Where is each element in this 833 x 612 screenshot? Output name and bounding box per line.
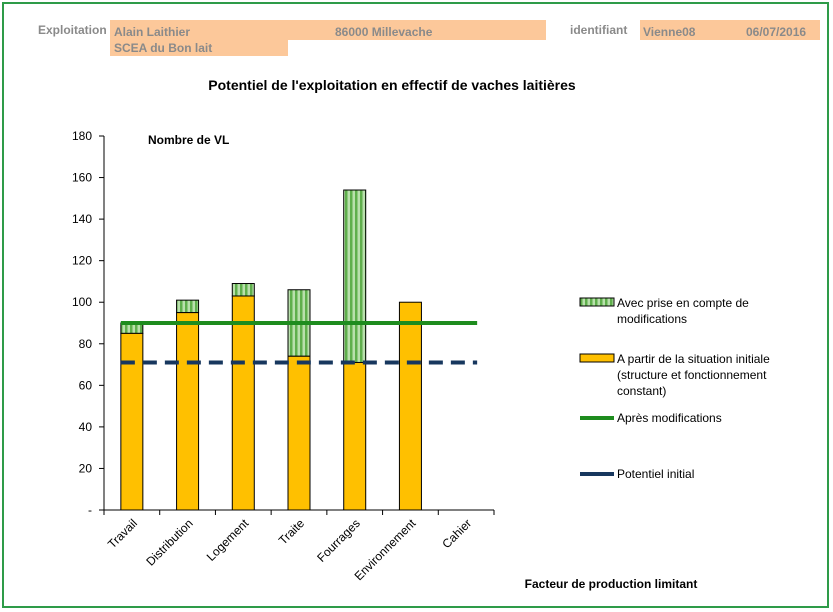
y-tick-label: 60 bbox=[79, 378, 93, 392]
y-axis-label: Nombre de VL bbox=[148, 133, 229, 147]
bar-modifications bbox=[343, 189, 367, 363]
farmer-name: Alain Laithier bbox=[114, 25, 191, 39]
legend-swatch-initial bbox=[579, 353, 615, 363]
header-date: 06/07/2016 bbox=[746, 25, 807, 39]
y-tick-label: 40 bbox=[79, 420, 93, 434]
y-tick-label: 140 bbox=[72, 212, 92, 226]
x-tick-label: Cahier bbox=[439, 516, 474, 551]
identifiant-label: identifiant bbox=[570, 23, 628, 37]
y-tick-label: 100 bbox=[72, 295, 92, 309]
header-band-name bbox=[110, 20, 546, 40]
x-tick-label: Fourrages bbox=[314, 516, 363, 565]
legend-swatch-modifications bbox=[579, 297, 615, 307]
exploitation-label: Exploitation bbox=[38, 23, 107, 37]
header-band-company bbox=[110, 40, 288, 56]
legend-label-initial: A partir de la situation initiale bbox=[617, 352, 770, 366]
postal-city: 86000 Millevache bbox=[335, 25, 433, 39]
bar-modifications bbox=[231, 283, 255, 297]
y-tick-label: - bbox=[88, 503, 92, 517]
y-tick-label: 80 bbox=[79, 337, 93, 351]
legend-label-initial: (structure et fonctionnement bbox=[617, 368, 767, 382]
x-tick-label: Logement bbox=[204, 516, 252, 564]
bar-initial bbox=[120, 332, 144, 511]
legend-label-modifications: modifications bbox=[617, 312, 687, 326]
bar-initial bbox=[287, 355, 311, 511]
bar-initial bbox=[176, 312, 200, 511]
y-tick-label: 180 bbox=[72, 129, 92, 143]
x-tick-label: Traite bbox=[276, 516, 308, 548]
y-tick-label: 120 bbox=[72, 254, 92, 268]
header-band-id bbox=[640, 20, 820, 40]
y-tick-label: 160 bbox=[72, 171, 92, 185]
bar-modifications bbox=[176, 299, 200, 314]
bar-initial bbox=[231, 295, 255, 511]
x-axis-label: Facteur de production limitant bbox=[525, 577, 698, 591]
legend-label-initial: constant) bbox=[617, 384, 666, 398]
legend-label-potentiel: Potentiel initial bbox=[617, 467, 694, 481]
x-tick-label: Travail bbox=[105, 516, 140, 551]
chart-title: Potentiel de l'exploitation en effectif … bbox=[208, 77, 576, 93]
identifiant-value: Vienne08 bbox=[643, 25, 696, 39]
bar-initial bbox=[398, 301, 422, 511]
x-tick-label: Distribution bbox=[143, 516, 195, 568]
legend-label-apres: Après modifications bbox=[617, 411, 722, 425]
y-tick-label: 20 bbox=[79, 461, 93, 475]
company-name: SCEA du Bon lait bbox=[114, 41, 213, 55]
legend-label-modifications: Avec prise en compte de bbox=[617, 296, 749, 310]
bar-initial bbox=[343, 361, 367, 511]
